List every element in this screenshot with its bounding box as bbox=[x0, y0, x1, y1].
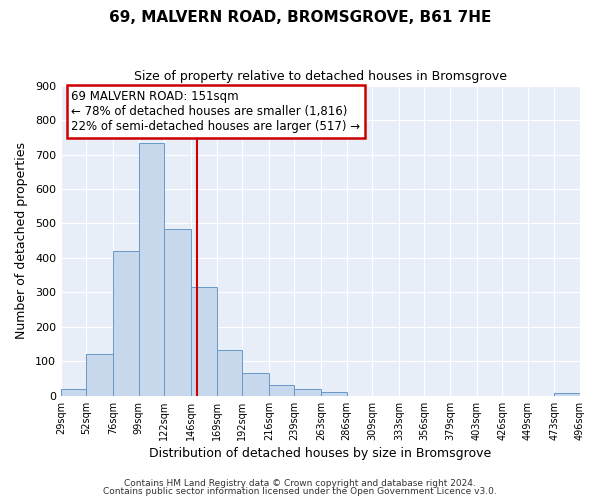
Bar bbox=[86, 354, 113, 396]
Bar bbox=[113, 251, 139, 396]
Text: 69 MALVERN ROAD: 151sqm
← 78% of detached houses are smaller (1,816)
22% of semi: 69 MALVERN ROAD: 151sqm ← 78% of detache… bbox=[71, 90, 361, 133]
Bar bbox=[61, 389, 86, 396]
Text: Contains public sector information licensed under the Open Government Licence v3: Contains public sector information licen… bbox=[103, 487, 497, 496]
X-axis label: Distribution of detached houses by size in Bromsgrove: Distribution of detached houses by size … bbox=[149, 447, 491, 460]
Y-axis label: Number of detached properties: Number of detached properties bbox=[15, 142, 28, 339]
Bar bbox=[554, 393, 580, 396]
Text: Contains HM Land Registry data © Crown copyright and database right 2024.: Contains HM Land Registry data © Crown c… bbox=[124, 478, 476, 488]
Text: 69, MALVERN ROAD, BROMSGROVE, B61 7HE: 69, MALVERN ROAD, BROMSGROVE, B61 7HE bbox=[109, 10, 491, 25]
Bar bbox=[217, 350, 242, 396]
Bar bbox=[164, 230, 191, 396]
Bar bbox=[295, 389, 321, 396]
Bar bbox=[191, 286, 217, 396]
Bar bbox=[242, 374, 269, 396]
Bar bbox=[269, 386, 295, 396]
Title: Size of property relative to detached houses in Bromsgrove: Size of property relative to detached ho… bbox=[134, 70, 507, 83]
Bar bbox=[139, 143, 164, 396]
Bar bbox=[321, 392, 347, 396]
